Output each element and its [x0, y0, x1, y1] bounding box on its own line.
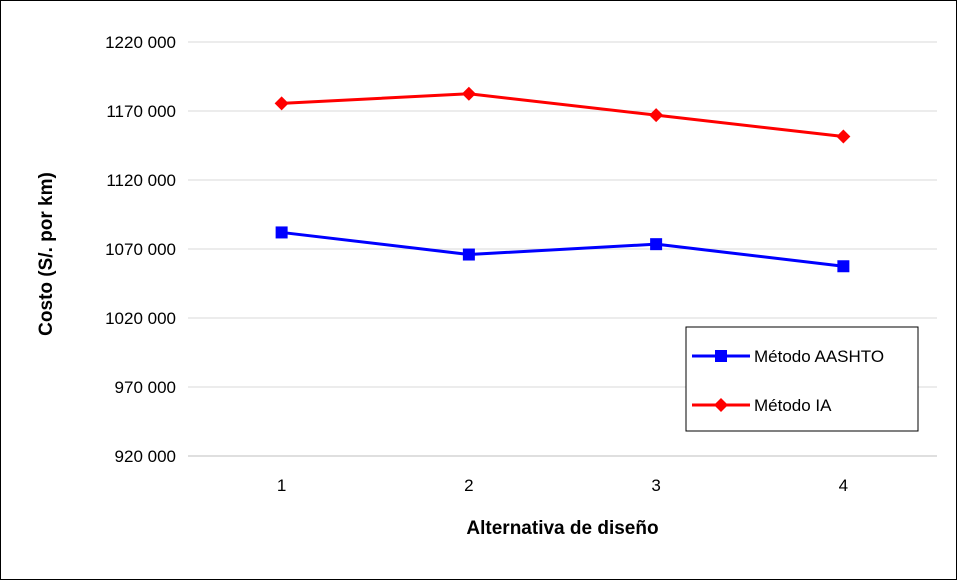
- y-tick-label: 1070 000: [105, 240, 176, 259]
- legend-swatch-marker: [714, 398, 728, 412]
- series-2: [274, 86, 851, 144]
- legend-item: Método IA: [692, 396, 832, 415]
- y-tick-label: 1170 000: [106, 102, 176, 121]
- legend-label: Método IA: [754, 396, 832, 415]
- data-point: [649, 108, 664, 123]
- data-point: [836, 129, 851, 144]
- y-tick-label: 970 000: [115, 378, 176, 397]
- data-point: [275, 226, 288, 239]
- x-tick-label: 1: [277, 476, 286, 495]
- data-point: [274, 96, 289, 111]
- y-axis-title: Costo (S/. por km): [36, 172, 57, 336]
- y-tick-label: 1120 000: [106, 171, 176, 190]
- y-tick-label: 920 000: [115, 447, 176, 466]
- x-tick-label: 3: [651, 476, 660, 495]
- x-axis-title: Alternativa de diseño: [466, 518, 658, 539]
- x-tick-label: 4: [839, 476, 848, 495]
- legend-swatch-marker: [715, 350, 727, 362]
- data-point: [462, 248, 475, 261]
- series-line: [281, 92, 844, 139]
- y-tick-label: 1220 000: [105, 33, 176, 52]
- data-point: [837, 260, 850, 273]
- y-tick-label: 1020 000: [105, 309, 176, 328]
- series-layer: [274, 86, 851, 273]
- legend-item: Método AASHTO: [692, 347, 884, 366]
- series-1: [275, 226, 850, 273]
- data-point: [461, 86, 476, 101]
- data-point: [650, 238, 663, 251]
- x-tick-label: 2: [464, 476, 473, 495]
- legend-box: [685, 326, 919, 432]
- legend: Método AASHTO Método IA: [685, 326, 919, 432]
- series-line: [281, 230, 844, 268]
- legend-label: Método AASHTO: [754, 347, 884, 366]
